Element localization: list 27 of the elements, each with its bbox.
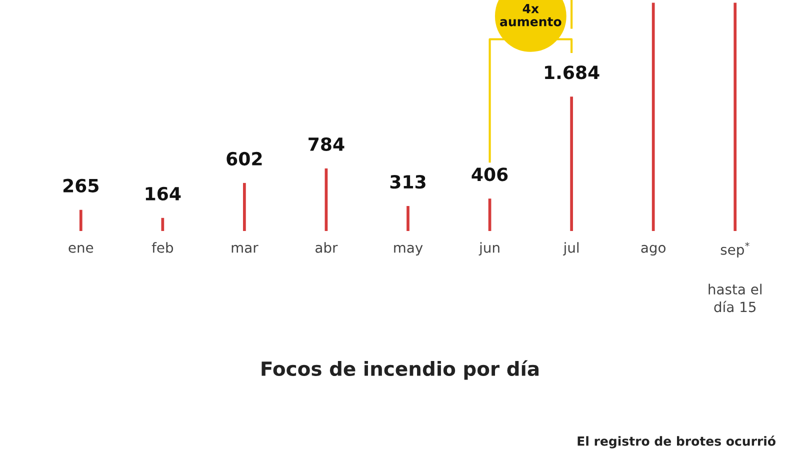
- x-tick-label: ene: [68, 244, 94, 253]
- x-tick-label: feb: [152, 242, 174, 253]
- x-tick-label: sep$^{*}$: [720, 242, 750, 258]
- bar: [406, 206, 410, 231]
- data-label: 313: [390, 174, 426, 189]
- x-tick-label: may: [394, 244, 423, 256]
- data-label: 602: [226, 152, 262, 166]
- bar: [652, 2, 655, 231]
- annotation: 4x aumento: [500, 4, 562, 26]
- x-tick-label: ago: [641, 244, 666, 256]
- bar: [570, 96, 573, 231]
- bar: [161, 218, 164, 231]
- data-label: 265: [63, 178, 98, 192]
- bar: [734, 2, 737, 231]
- text: Focos de incendio por día: [262, 360, 539, 380]
- x-tick-label: abr: [316, 242, 338, 253]
- x-tick-label: jun: [478, 242, 500, 256]
- bar: [243, 182, 246, 231]
- text: hasta el día 15: [708, 284, 762, 312]
- data-label: 784: [308, 137, 344, 152]
- bar: [79, 210, 82, 231]
- data-label: 406: [472, 168, 508, 182]
- x-tick-label: mar: [232, 244, 258, 253]
- text: El registro de brotes ocurrió: [578, 436, 776, 448]
- data-label: 1.684: [545, 66, 600, 80]
- data-label: 164: [146, 186, 181, 201]
- x-tick-label: jul: [563, 242, 579, 256]
